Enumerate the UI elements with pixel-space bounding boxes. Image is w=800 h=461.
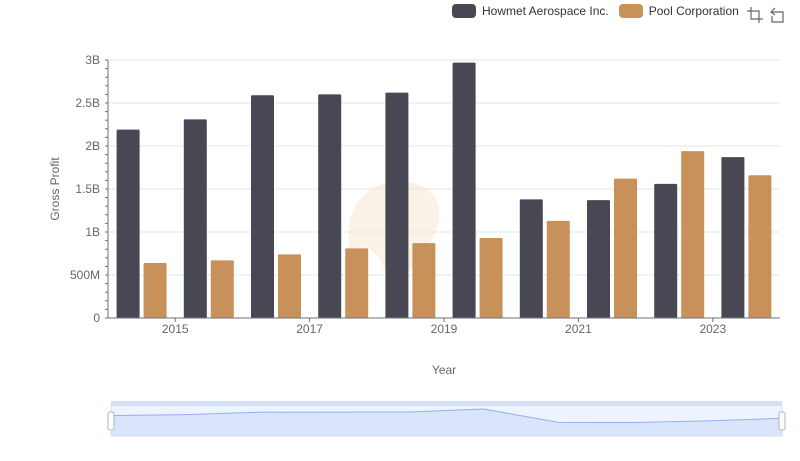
bar-pool-2015 <box>210 260 234 318</box>
y-tick-label: 2B <box>85 139 100 153</box>
bar-howmet-2021 <box>587 200 610 318</box>
bars <box>116 62 772 319</box>
y-tick-label: 1.5B <box>75 182 100 196</box>
bar-howmet-2020 <box>519 199 543 318</box>
y-tick-label: 3B <box>85 53 100 67</box>
x-tick-label: 2021 <box>565 322 592 336</box>
bar-howmet-2014 <box>116 129 140 318</box>
bar-howmet-2015 <box>183 119 207 318</box>
bar-pool-2020 <box>546 220 570 318</box>
bar-pool-2016 <box>278 254 301 318</box>
bar-howmet-2022 <box>654 183 678 318</box>
data-zoom-slider[interactable] <box>107 401 786 437</box>
y-tick-label: 0 <box>93 311 100 325</box>
bar-howmet-2016 <box>251 95 274 318</box>
legend-swatch-howmet <box>452 4 476 18</box>
x-tick-label: 2017 <box>296 322 323 336</box>
y-tick-label: 1B <box>85 225 100 239</box>
zoom-handle-right[interactable] <box>778 411 786 431</box>
bar-howmet-2017 <box>318 94 342 319</box>
zoom-icon[interactable] <box>746 6 764 24</box>
legend-label-howmet: Howmet Aerospace Inc. <box>482 4 609 18</box>
x-axis-title: Year <box>432 363 456 377</box>
legend: Howmet Aerospace Inc. Pool Corporation <box>452 4 749 18</box>
bar-pool-2017 <box>345 248 369 318</box>
chart-toolbox <box>746 6 790 24</box>
axes: 0 500M 1B 1.5B 2B 2.5B 3B 2015 2017 2019 2021 2023 <box>70 53 780 336</box>
zoom-handle-left[interactable] <box>107 411 115 431</box>
bar-pool-2018 <box>412 243 436 318</box>
x-tick-label: 2023 <box>699 322 726 336</box>
zoom-top-bar <box>111 401 782 406</box>
legend-label-pool: Pool Corporation <box>648 4 739 18</box>
x-tick-label: 2019 <box>431 322 458 336</box>
x-tick-label: 2015 <box>162 322 189 336</box>
y-tick-label: 500M <box>70 268 100 282</box>
bar-howmet-2023 <box>721 157 745 318</box>
zoom-preview-line <box>110 408 783 423</box>
bar-howmet-2018 <box>385 92 409 319</box>
legend-item-howmet[interactable]: Howmet Aerospace Inc. <box>452 4 609 18</box>
bar-pool-2023 <box>748 175 772 318</box>
restore-icon[interactable] <box>768 6 786 24</box>
gridlines <box>108 59 780 276</box>
zoom-preview-area <box>111 409 782 436</box>
bar-pool-2014 <box>143 262 167 318</box>
bar-pool-2019 <box>479 238 503 318</box>
y-axis-title: Gross Profit <box>48 157 62 221</box>
legend-item-pool[interactable]: Pool Corporation <box>618 4 739 18</box>
bar-pool-2021 <box>614 178 637 318</box>
bar-howmet-2019 <box>452 62 476 318</box>
y-tick-label: 2.5B <box>75 96 100 110</box>
legend-swatch-pool <box>618 4 643 18</box>
bar-pool-2022 <box>681 151 705 318</box>
